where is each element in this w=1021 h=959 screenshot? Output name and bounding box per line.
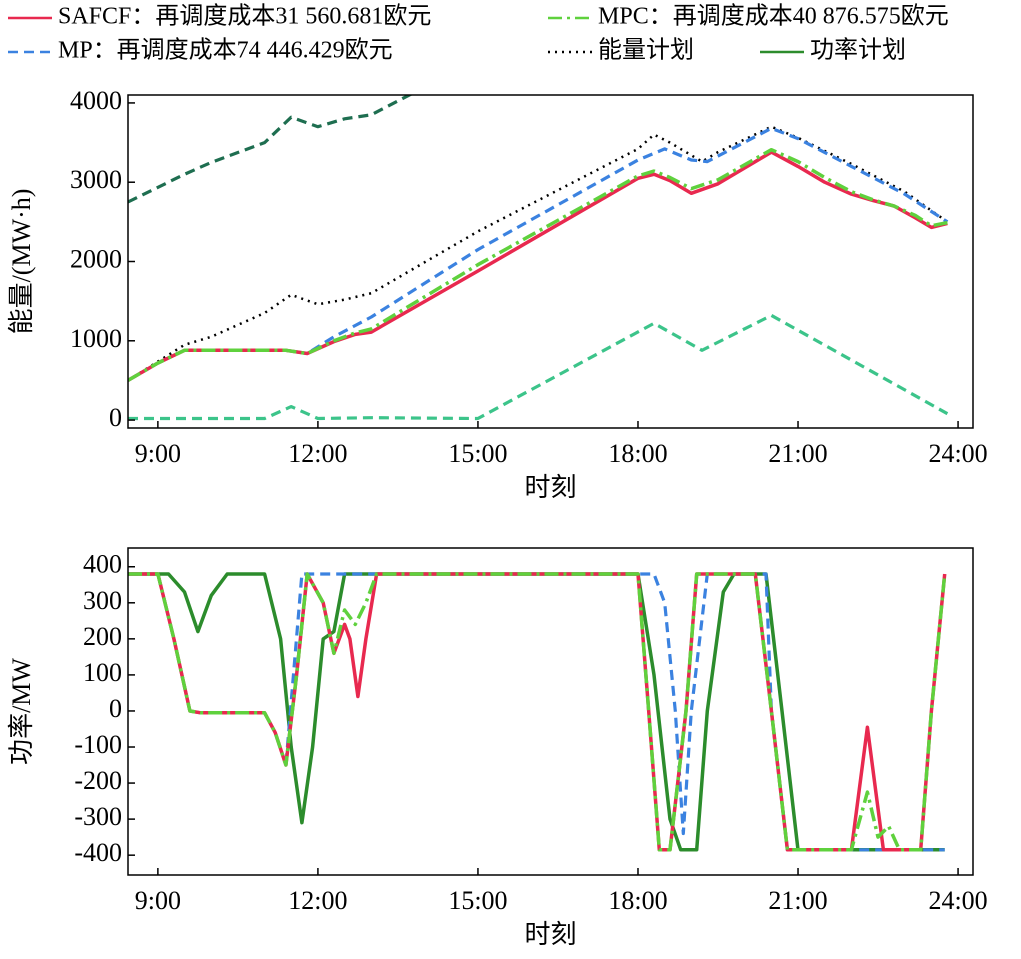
x-tick-label: 12:00 xyxy=(288,886,347,915)
x-axis-label: 时刻 xyxy=(524,920,576,949)
y-tick-label: 3000 xyxy=(70,165,122,194)
legend-label: 能量计划 xyxy=(598,37,694,64)
data-line xyxy=(128,95,413,204)
x-tick-label: 12:00 xyxy=(288,439,347,468)
y-axis-label: 功率/MW xyxy=(7,658,36,765)
y-tick-label: -200 xyxy=(74,766,122,795)
y-tick-label: -100 xyxy=(74,730,122,759)
y-axis-label: 能量/(MW·h) xyxy=(7,189,36,335)
y-tick-label: -300 xyxy=(74,802,122,831)
x-tick-label: 24:00 xyxy=(928,439,987,468)
y-tick-label: -400 xyxy=(74,838,122,867)
data-line xyxy=(128,572,945,852)
plot-area xyxy=(128,572,947,852)
y-tick-label: 200 xyxy=(83,622,122,651)
y-tick-label: 0 xyxy=(109,694,122,723)
x-tick-label: 24:00 xyxy=(928,886,987,915)
legend-label: 功率计划 xyxy=(810,37,906,64)
x-tick-label: 18:00 xyxy=(608,439,667,468)
legend-label: MPC：再调度成本40 876.575欧元 xyxy=(598,3,949,30)
y-tick-label: 1000 xyxy=(70,324,122,353)
data-line xyxy=(128,150,948,382)
x-tick-label: 15:00 xyxy=(448,886,507,915)
data-line xyxy=(128,313,949,421)
x-tick-label: 18:00 xyxy=(608,886,667,915)
legend-label: SAFCF：再调度成本31 560.681欧元 xyxy=(58,3,431,30)
y-tick-label: 300 xyxy=(83,586,122,615)
data-line xyxy=(128,147,948,382)
x-tick-label: 9:00 xyxy=(135,886,181,915)
plot-area xyxy=(128,95,949,421)
x-tick-label: 21:00 xyxy=(768,886,827,915)
data-line xyxy=(128,126,949,382)
y-tick-label: 100 xyxy=(83,658,122,687)
y-tick-label: 400 xyxy=(83,550,122,579)
y-tick-label: 2000 xyxy=(70,244,122,273)
legend-label: MP：再调度成本74 446.429欧元 xyxy=(58,37,393,64)
data-line xyxy=(128,125,949,382)
y-tick-label: 0 xyxy=(109,403,122,432)
y-tick-label: 4000 xyxy=(70,86,122,115)
data-line xyxy=(128,572,945,852)
data-line xyxy=(128,572,947,852)
x-tick-label: 21:00 xyxy=(768,439,827,468)
data-line xyxy=(128,572,947,852)
x-tick-label: 15:00 xyxy=(448,439,507,468)
x-axis-label: 时刻 xyxy=(524,473,576,502)
x-tick-label: 9:00 xyxy=(135,439,181,468)
